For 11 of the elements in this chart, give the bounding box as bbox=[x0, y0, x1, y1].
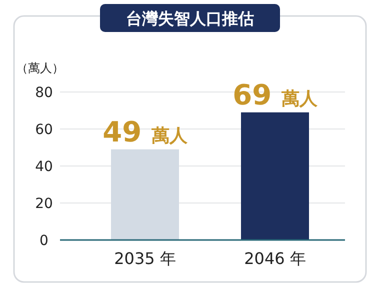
y-axis-title: （萬人） bbox=[16, 61, 64, 75]
y-tick-label: 80 bbox=[35, 85, 53, 101]
data-label: 69 萬人 bbox=[232, 78, 318, 112]
y-tick-label: 20 bbox=[35, 196, 53, 212]
y-tick-label: 60 bbox=[35, 122, 53, 138]
y-tick-label: 40 bbox=[35, 159, 53, 175]
chart-title: 台灣失智人口推估 bbox=[126, 9, 254, 28]
y-tick-label: 0 bbox=[40, 233, 48, 249]
data-label: 49 萬人 bbox=[102, 115, 188, 148]
x-tick-label: 2046 年 bbox=[244, 249, 306, 268]
x-tick-label: 2035 年 bbox=[114, 249, 176, 268]
